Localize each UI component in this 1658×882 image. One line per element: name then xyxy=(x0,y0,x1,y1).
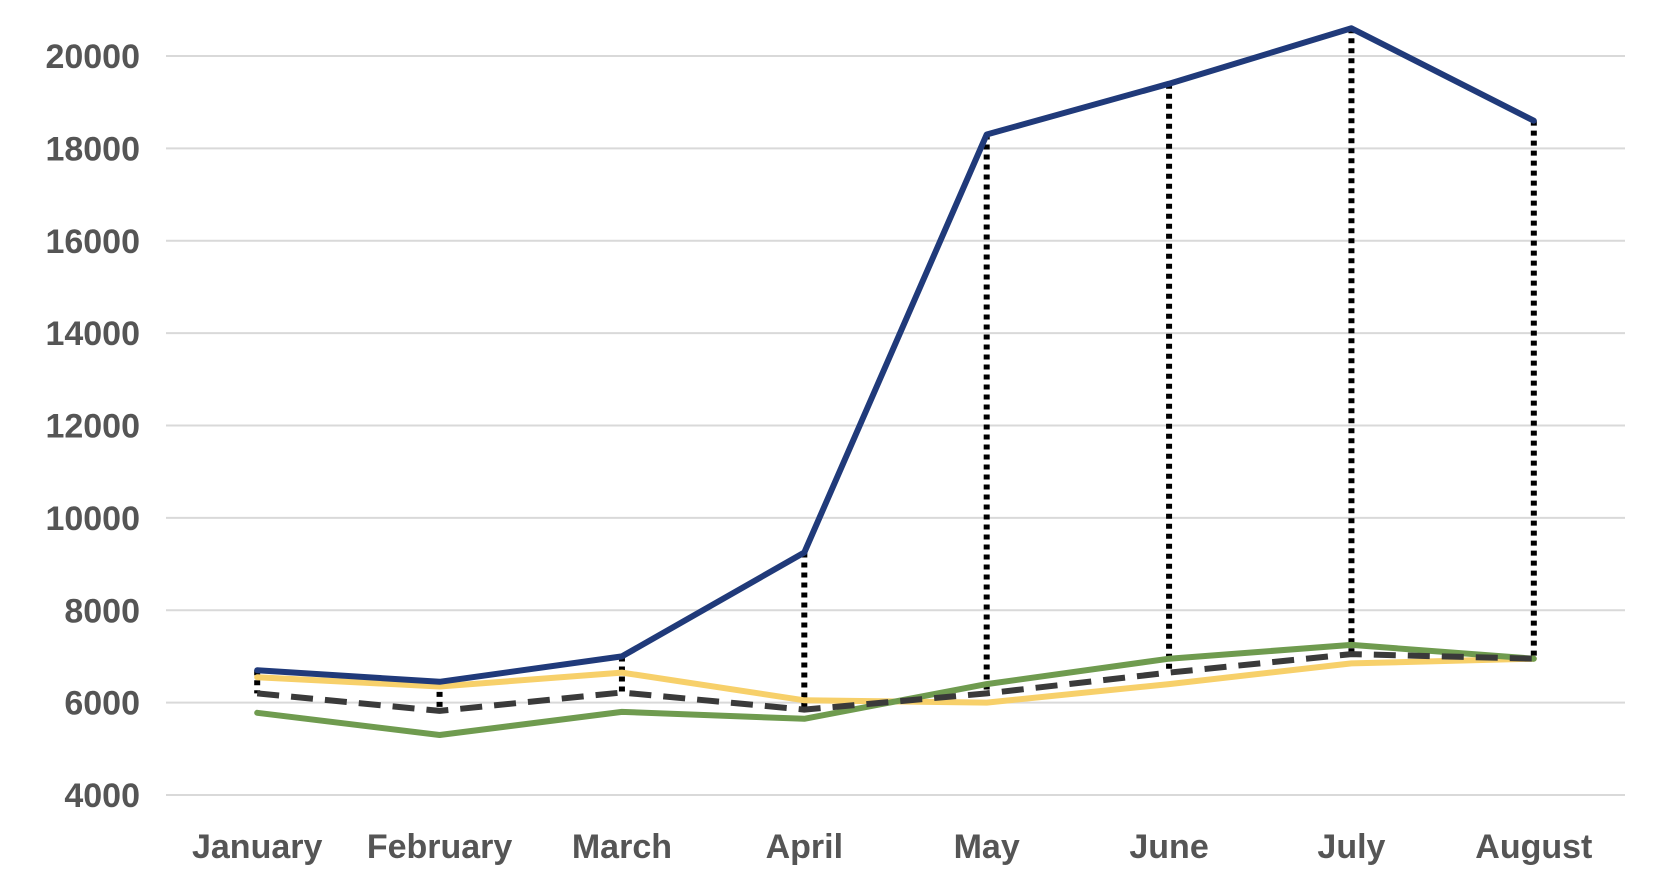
x-tick-label: July xyxy=(1317,828,1385,866)
y-tick-label: 14000 xyxy=(45,315,140,353)
series-line-green xyxy=(254,641,1537,738)
x-tick-label: June xyxy=(1129,828,1208,866)
y-tick-label: 8000 xyxy=(64,592,140,630)
x-tick-label: May xyxy=(954,828,1020,866)
y-tick-label: 12000 xyxy=(45,408,140,446)
y-tick-label: 18000 xyxy=(45,130,140,168)
series-line-dark-dashed xyxy=(256,651,1534,714)
x-tick-label: August xyxy=(1475,828,1592,866)
x-tick-label: March xyxy=(572,828,672,866)
y-tick-label: 6000 xyxy=(64,685,140,723)
y-tick-label: 4000 xyxy=(64,777,140,815)
x-tick-label: January xyxy=(192,828,322,866)
x-tick-label: February xyxy=(367,828,513,866)
x-axis-tick-labels: January February March April May June July Augu… xyxy=(192,828,1592,866)
series-lines xyxy=(254,25,1537,738)
y-tick-label: 10000 xyxy=(45,500,140,538)
drop-lines xyxy=(254,28,1537,711)
y-tick-label: 20000 xyxy=(45,38,140,76)
series-line-navy xyxy=(254,25,1537,685)
y-axis-tick-labels: 4000 6000 8000 10000 12000 14000 16000 18000 200… xyxy=(45,38,140,815)
y-tick-label: 16000 xyxy=(45,223,140,261)
gridlines xyxy=(166,55,1625,796)
x-tick-label: April xyxy=(766,828,843,866)
